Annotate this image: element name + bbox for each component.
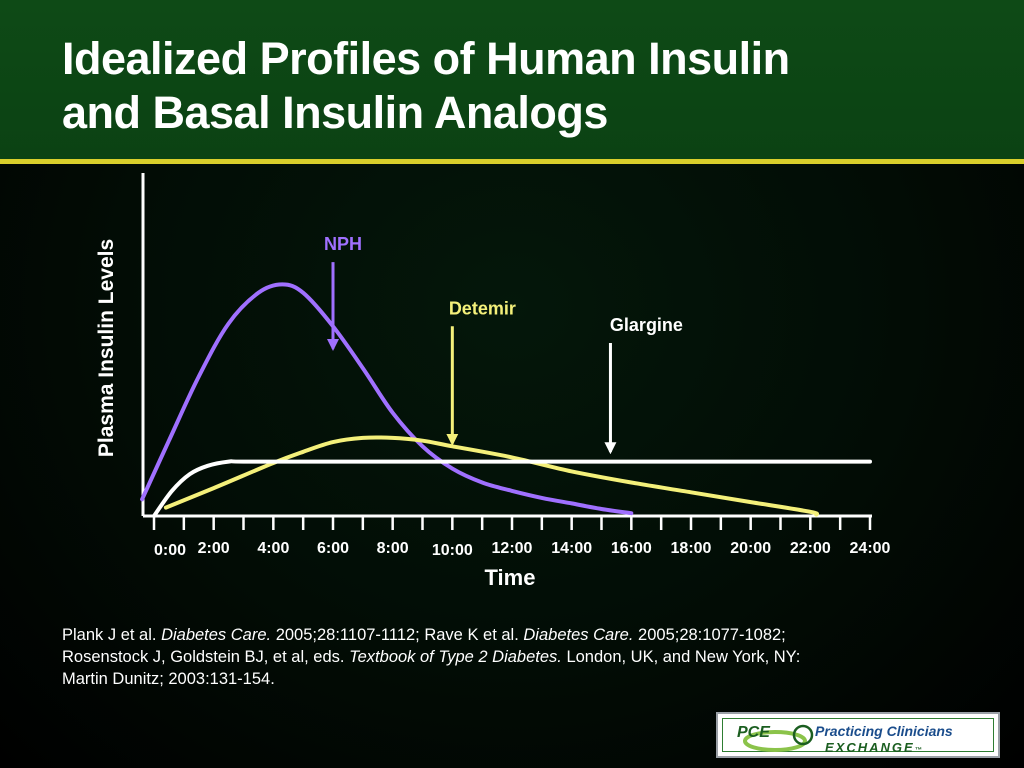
title-divider <box>0 159 1024 164</box>
references: Plank J et al. Diabetes Care. 2005;28:11… <box>62 624 982 690</box>
x-tick-label: 16:00 <box>611 540 652 557</box>
x-tick-label: 18:00 <box>671 540 712 557</box>
slide-title-line-1: Idealized Profiles of Human Insulin <box>62 33 790 84</box>
x-tick-label: 4:00 <box>257 540 289 557</box>
x-tick-label: 0:00 <box>154 542 186 559</box>
pce-swoosh-icon <box>743 724 814 752</box>
slide-title: Idealized Profiles of Human Insulin and … <box>62 32 962 140</box>
annotation-label-nph: NPH <box>324 234 362 254</box>
reference-line-3: Martin Dunitz; 2003:131-154. <box>62 670 275 688</box>
x-tick-label: 14:00 <box>551 540 592 557</box>
x-tick-label: 6:00 <box>317 540 349 557</box>
logo-mark: PCE <box>737 724 770 741</box>
logo-name: Practicing Clinicians <box>815 723 953 739</box>
x-tick-label: 24:00 <box>850 540 891 557</box>
pce-logo: PCE Practicing Clinicians EXCHANGE™ <box>716 712 1000 758</box>
annotation-label-glargine: Glargine <box>610 315 683 335</box>
x-axis-label: Time <box>484 565 536 590</box>
annotation-label-detemir: Detemir <box>449 298 516 318</box>
x-tick-label: 10:00 <box>432 542 473 559</box>
series-line-nph <box>140 282 634 516</box>
title-bar <box>0 0 1024 160</box>
y-axis-label-text: Plasma Insulin Levels <box>95 238 118 458</box>
series-line-glargine <box>152 459 872 518</box>
slide-title-line-2: and Basal Insulin Analogs <box>62 87 608 138</box>
reference-line-1: Plank J et al. Diabetes Care. 2005;28:11… <box>62 626 786 644</box>
x-tick-label: 20:00 <box>730 540 771 557</box>
series-line-detemir <box>163 435 820 517</box>
x-tick-label: 12:00 <box>492 540 533 557</box>
x-tick-label: 2:00 <box>198 540 230 557</box>
x-tick-label: 22:00 <box>790 540 831 557</box>
logo-subtitle: EXCHANGE™ <box>825 740 922 755</box>
reference-line-2: Rosenstock J, Goldstein BJ, et al, eds. … <box>62 648 801 666</box>
x-tick-label: 8:00 <box>377 540 409 557</box>
